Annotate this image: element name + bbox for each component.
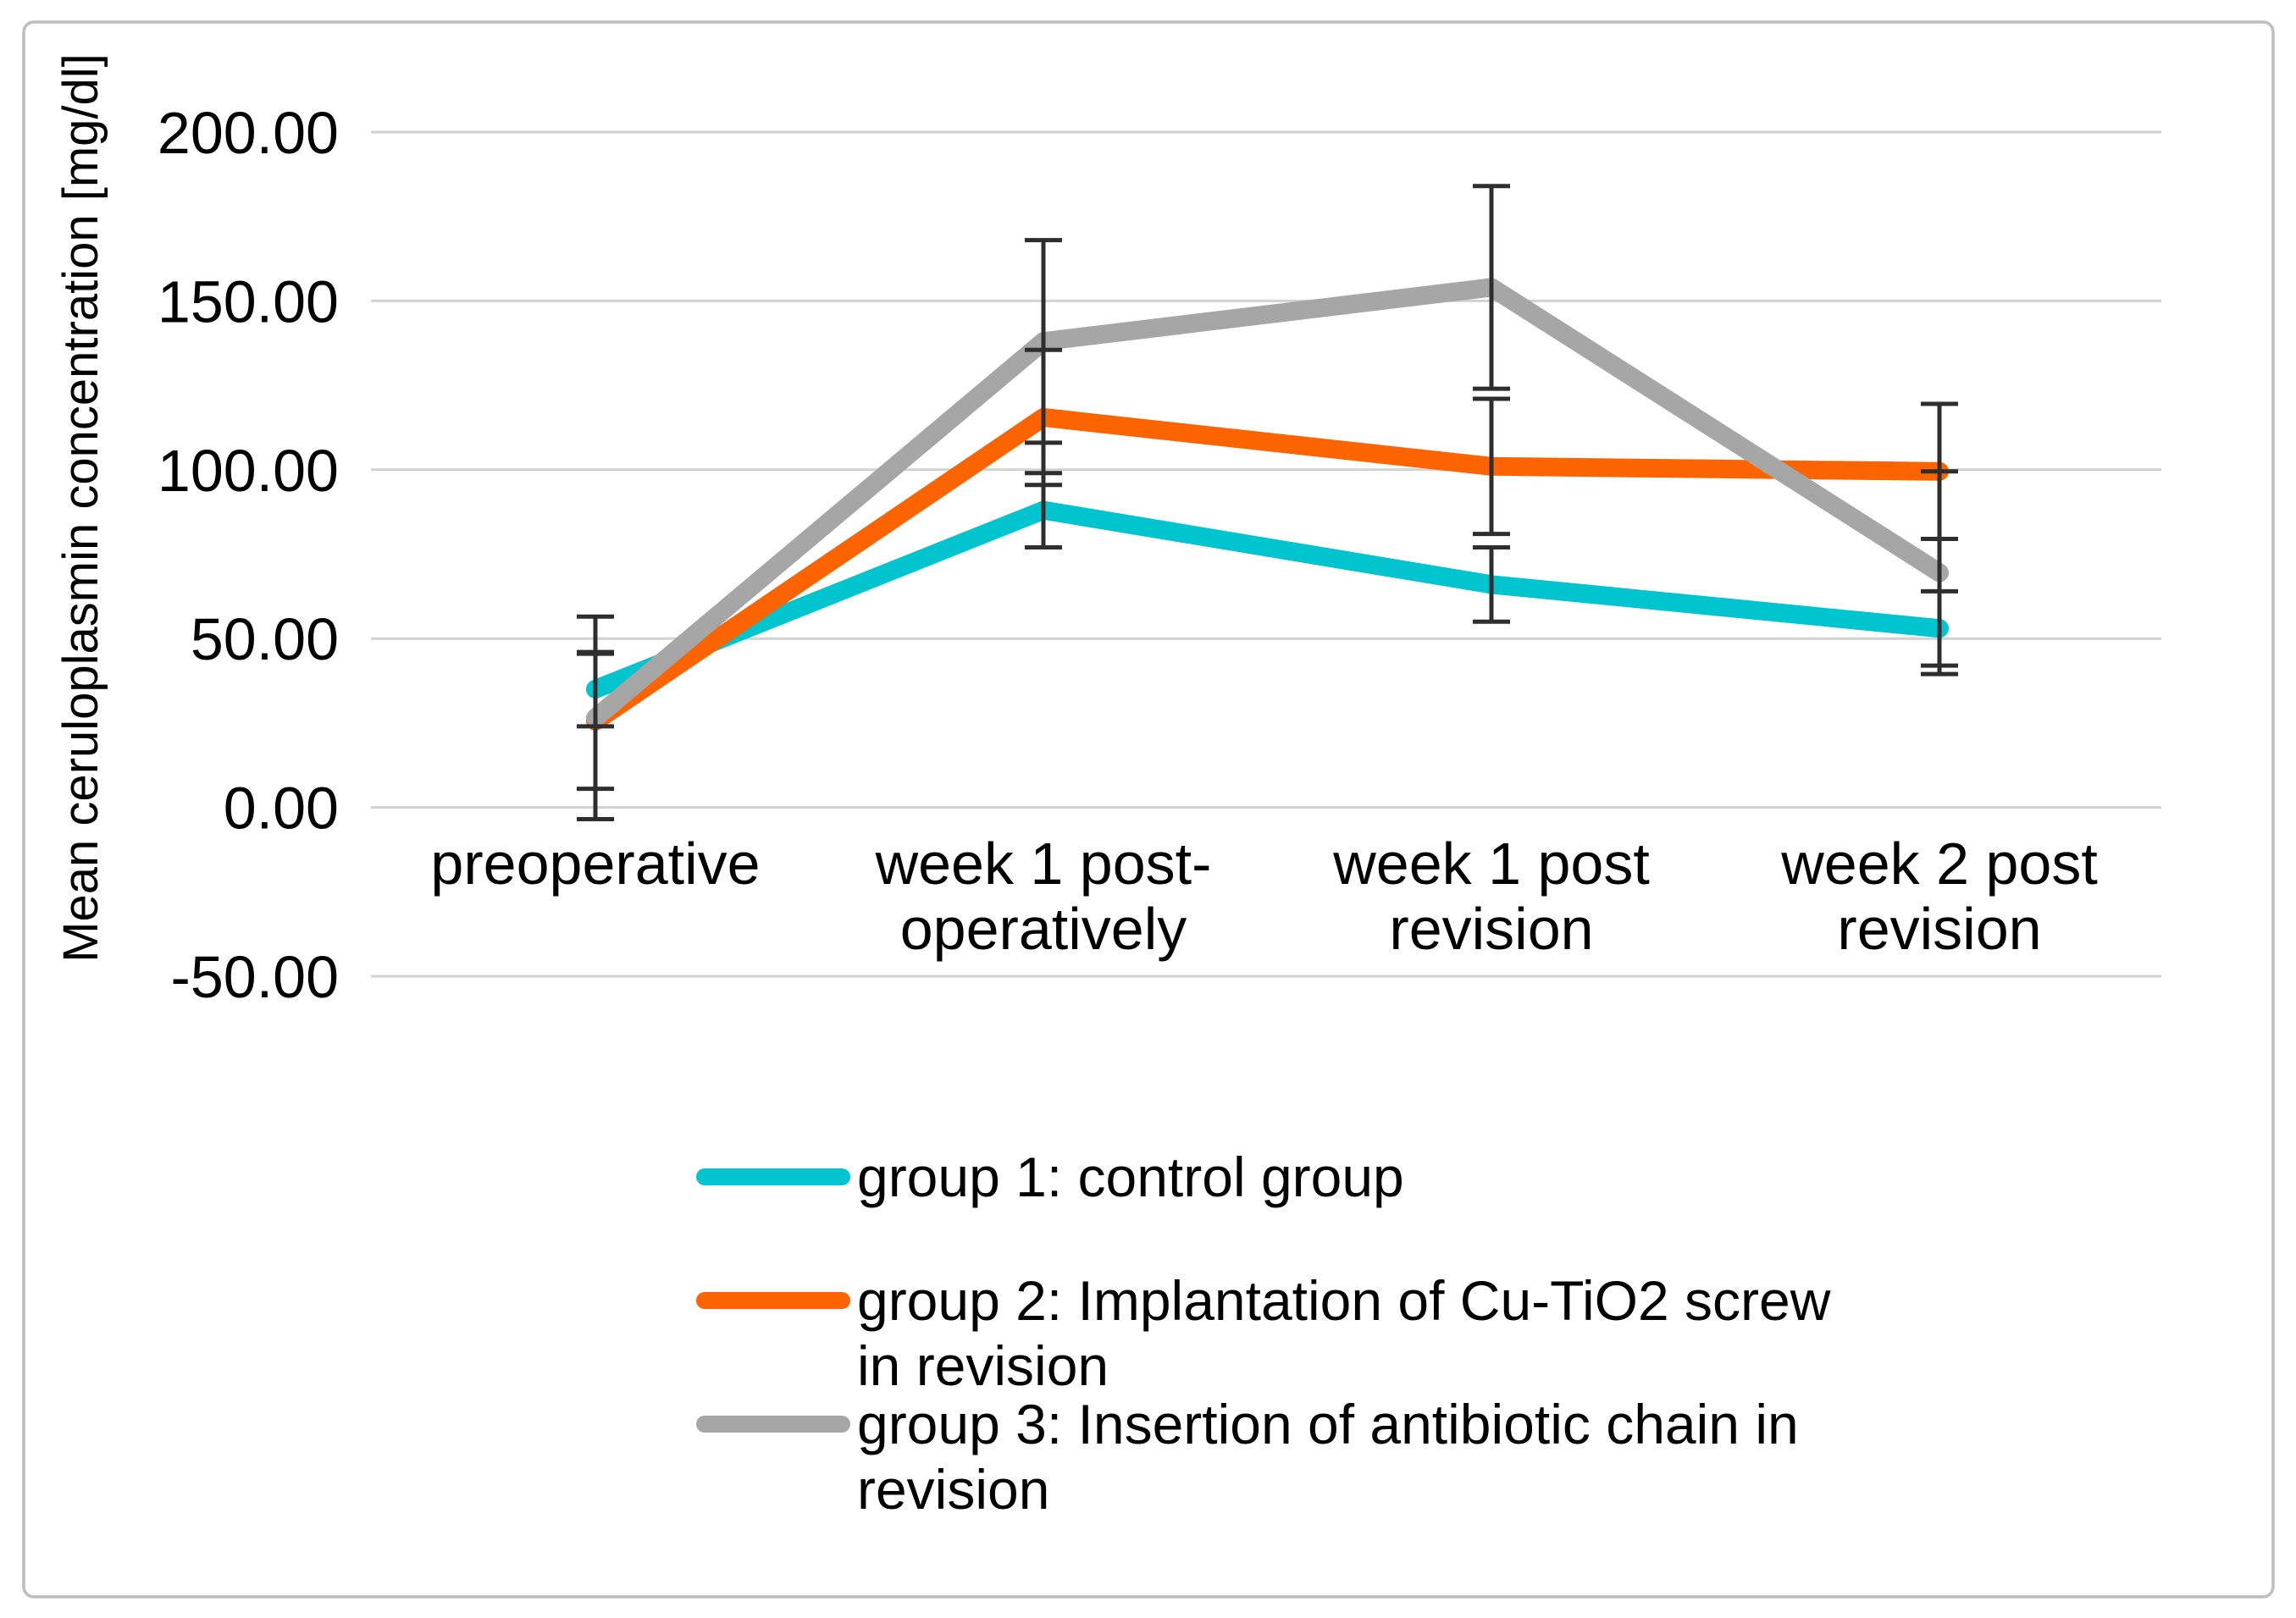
series-line-group1 bbox=[586, 500, 1949, 699]
y-tick-label: -50.00 bbox=[171, 944, 339, 1010]
error-bar-group3-point2 bbox=[1025, 238, 1062, 445]
legend-swatch-group2 bbox=[696, 1292, 850, 1309]
error-bar-group1-point3 bbox=[1473, 545, 1510, 624]
x-category-label: week 1 post- bbox=[875, 831, 1212, 897]
x-category-label: operatively bbox=[900, 896, 1187, 962]
y-tick-label: 50.00 bbox=[191, 606, 339, 672]
legend-swatch-group3 bbox=[696, 1416, 850, 1433]
legend-swatch-group1 bbox=[696, 1168, 850, 1185]
legend-label-group3: group 3: Insertion of antibiotic chain i… bbox=[857, 1393, 1799, 1455]
x-category-label: week 2 post bbox=[1780, 831, 2098, 897]
x-category-label: preoperative bbox=[430, 831, 760, 897]
error-bar-group2-point3 bbox=[1473, 396, 1510, 537]
y-tick-label: 200.00 bbox=[158, 100, 339, 166]
x-category-label: week 1 post bbox=[1332, 831, 1650, 897]
y-axis-title: Mean ceruloplasmin concentration [mg/dl] bbox=[53, 53, 108, 963]
legend-label-group2: in revision bbox=[857, 1334, 1109, 1397]
x-category-label: revision bbox=[1837, 896, 2041, 962]
error-bar-group3-point4 bbox=[1921, 469, 1958, 676]
error-bar-group3-point1 bbox=[577, 614, 614, 822]
legend-label-group3: revision bbox=[857, 1458, 1049, 1521]
error-bar-group3-point3 bbox=[1473, 184, 1510, 391]
series-line-group3 bbox=[586, 278, 1949, 727]
x-category-label: revision bbox=[1389, 896, 1593, 962]
series-line-group2 bbox=[586, 407, 1949, 731]
y-tick-label: 100.00 bbox=[158, 438, 339, 504]
figure-border bbox=[22, 20, 2275, 1599]
y-tick-label: 0.00 bbox=[224, 776, 339, 842]
y-tick-label: 150.00 bbox=[158, 268, 339, 334]
legend-label-group2: group 2: Implantation of Cu-TiO2 screw bbox=[857, 1269, 1831, 1332]
legend-label-group1: group 1: control group bbox=[857, 1146, 1404, 1208]
